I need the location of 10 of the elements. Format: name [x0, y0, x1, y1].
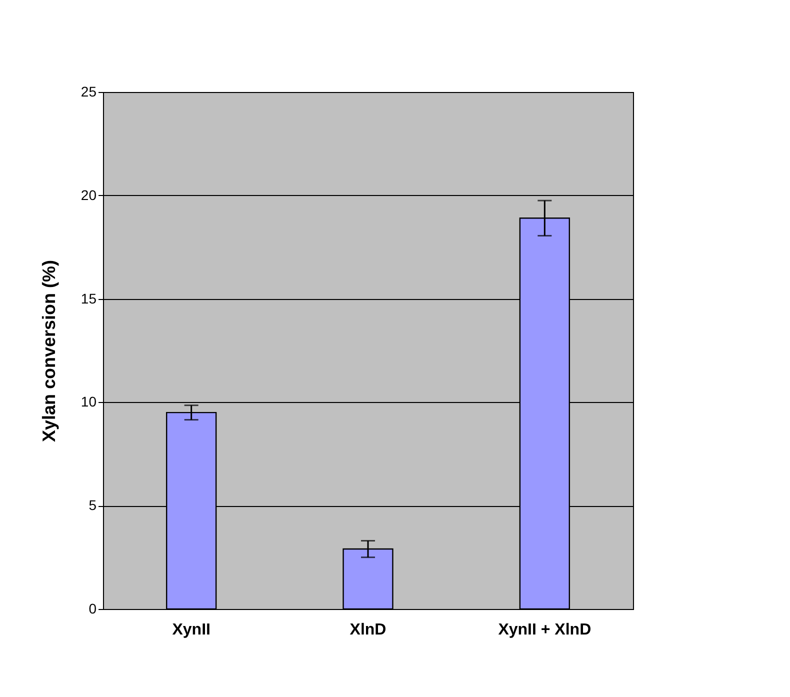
y-tick-label: 25	[80, 84, 97, 100]
y-tick-label: 10	[80, 394, 97, 410]
y-tick-label: 0	[88, 600, 97, 616]
y-tick-label: 20	[80, 186, 97, 203]
y-axis-title: Xylan conversion (%)	[38, 260, 59, 442]
y-tick-label: 15	[80, 290, 97, 306]
y-tick-label: 5	[88, 497, 97, 514]
x-tick-label: XynII	[172, 622, 210, 638]
x-tick-label: XlnD	[350, 622, 386, 638]
x-tick-label: XynII + XlnD	[498, 622, 592, 638]
